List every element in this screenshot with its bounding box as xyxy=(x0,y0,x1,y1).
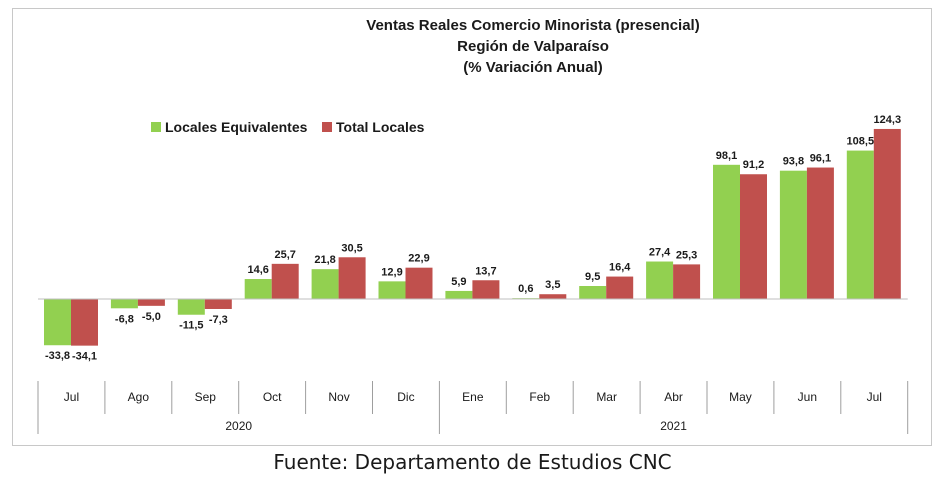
category-label: Jul xyxy=(867,390,882,404)
category-label: Ene xyxy=(462,390,484,404)
bar xyxy=(646,261,674,299)
legend-swatch xyxy=(322,122,332,132)
legend-label: Locales Equivalentes xyxy=(165,119,308,135)
data-label: -33,8 xyxy=(45,350,70,362)
bar xyxy=(311,269,339,299)
category-label: Ago xyxy=(128,390,150,404)
chart-title-line: Región de Valparaíso xyxy=(457,38,609,55)
category-label: Abr xyxy=(664,390,683,404)
data-label: -34,1 xyxy=(72,351,97,363)
data-label: 25,3 xyxy=(676,249,697,261)
category-label: Dic xyxy=(397,390,414,404)
category-label: Jun xyxy=(798,390,817,404)
bar xyxy=(740,174,767,299)
bar xyxy=(472,280,500,299)
category-label: Feb xyxy=(529,390,550,404)
data-label: 25,7 xyxy=(274,249,295,261)
data-label: 13,7 xyxy=(475,265,496,277)
bar xyxy=(110,299,138,309)
data-label: 16,4 xyxy=(609,262,631,274)
data-label: 30,5 xyxy=(341,242,362,254)
category-label: Jul xyxy=(64,390,79,404)
data-label: 93,8 xyxy=(783,156,804,168)
data-label: 96,1 xyxy=(810,153,831,165)
year-label: 2021 xyxy=(660,419,687,433)
data-label: 3,5 xyxy=(545,279,560,291)
source-caption: Fuente: Departamento de Estudios CNC xyxy=(273,450,672,474)
bar xyxy=(779,170,807,299)
data-label: 91,2 xyxy=(743,159,764,171)
data-label: -5,0 xyxy=(142,311,161,323)
bar xyxy=(244,279,272,299)
bar xyxy=(271,263,299,299)
category-label: Mar xyxy=(596,390,617,404)
bar xyxy=(71,299,98,346)
data-label: 22,9 xyxy=(408,253,429,265)
data-label: 12,9 xyxy=(381,266,402,278)
year-label: 2020 xyxy=(225,419,252,433)
bar xyxy=(579,286,607,299)
data-label: 124,3 xyxy=(874,114,902,126)
legend-label: Total Locales xyxy=(336,119,425,135)
data-label: 14,6 xyxy=(247,264,268,276)
bar xyxy=(713,164,740,299)
bar xyxy=(177,299,205,315)
data-label: 27,4 xyxy=(649,247,671,259)
category-label: Nov xyxy=(328,390,349,404)
data-label: 21,8 xyxy=(314,254,335,266)
chart-frame: Ventas Reales Comercio Minorista (presen… xyxy=(12,8,932,446)
data-label: -11,5 xyxy=(179,320,203,332)
bar xyxy=(338,257,366,299)
chart-title-line: (% Variación Anual) xyxy=(463,59,602,76)
category-label: Sep xyxy=(195,390,217,404)
data-label: -6,8 xyxy=(115,313,134,325)
data-label: 9,5 xyxy=(585,271,600,283)
category-label: Oct xyxy=(263,390,282,404)
bar xyxy=(137,299,165,306)
legend-swatch xyxy=(151,122,161,132)
bar xyxy=(204,299,232,309)
bar xyxy=(846,150,874,299)
bar xyxy=(606,276,634,299)
data-label: -7,3 xyxy=(209,314,228,326)
bar xyxy=(806,167,834,299)
data-label: 108,5 xyxy=(847,136,875,148)
data-label: 0,6 xyxy=(518,283,533,295)
chart-title-line: Ventas Reales Comercio Minorista (presen… xyxy=(366,17,699,34)
data-label: 5,9 xyxy=(451,276,466,288)
bar xyxy=(378,281,406,299)
bar xyxy=(44,299,71,346)
bar xyxy=(873,128,901,299)
data-label: 98,1 xyxy=(716,150,737,162)
category-label: May xyxy=(729,390,752,404)
bar xyxy=(445,290,473,299)
bar xyxy=(673,264,701,299)
bar xyxy=(539,294,567,299)
bar-chart: Ventas Reales Comercio Minorista (presen… xyxy=(37,17,909,434)
bar xyxy=(405,267,433,299)
